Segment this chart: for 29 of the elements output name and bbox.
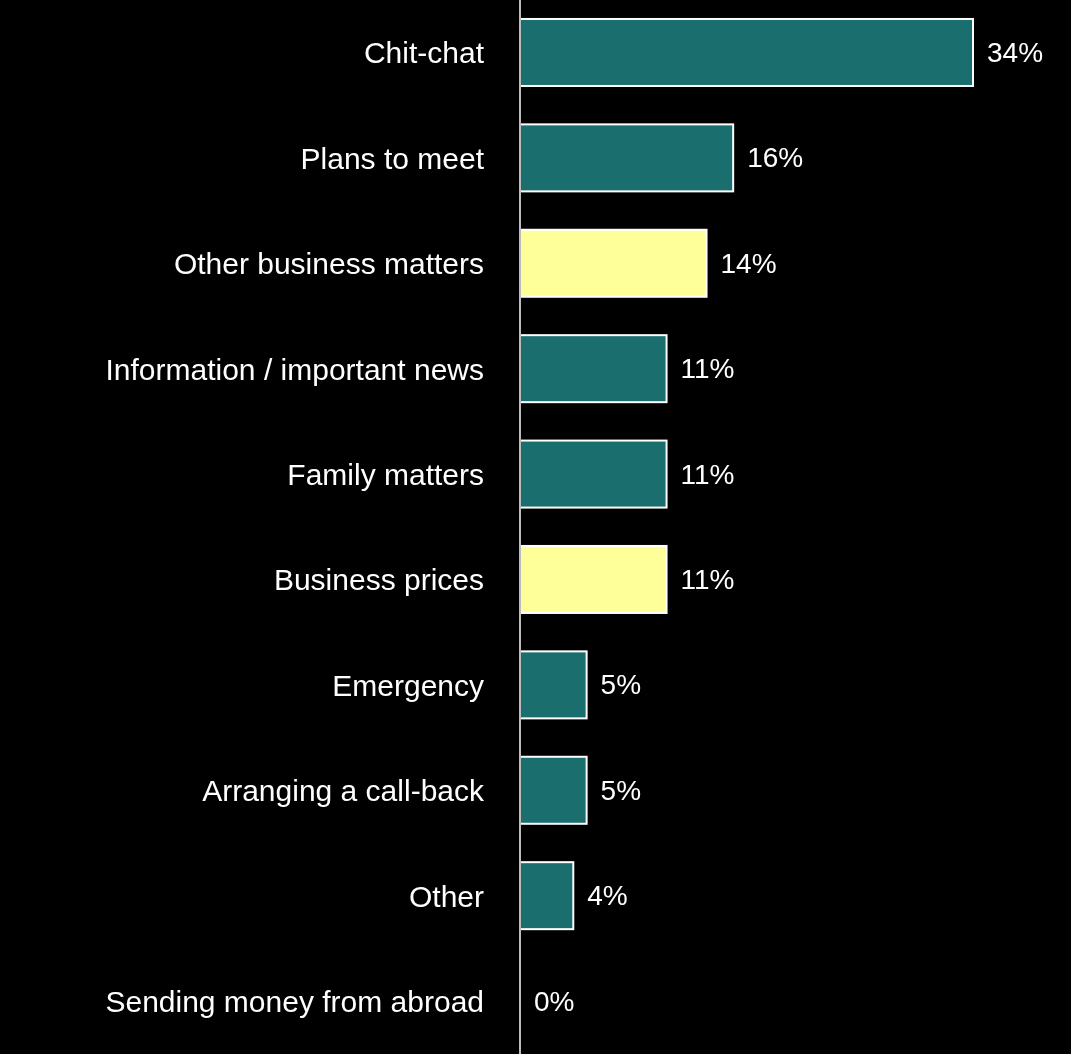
bar bbox=[519, 861, 575, 931]
data-label: 34% bbox=[987, 36, 1044, 68]
data-label: 0% bbox=[534, 985, 575, 1017]
y-tick-label: Family matters bbox=[287, 457, 484, 491]
y-tick-label: Emergency bbox=[332, 668, 484, 702]
bar bbox=[519, 544, 668, 614]
data-label: 16% bbox=[747, 142, 804, 174]
data-label: 5% bbox=[600, 774, 642, 806]
data-label: 11% bbox=[680, 458, 735, 490]
data-label: 5% bbox=[600, 669, 642, 701]
bar bbox=[519, 755, 588, 825]
y-tick-label: Other bbox=[408, 879, 485, 913]
bar bbox=[519, 228, 708, 298]
y-tick-label: Plans to meet bbox=[300, 141, 485, 175]
bar bbox=[519, 334, 668, 404]
bar bbox=[519, 17, 974, 87]
bar bbox=[519, 123, 735, 193]
data-label: 11% bbox=[680, 353, 735, 385]
data-label: 14% bbox=[720, 247, 777, 279]
y-tick-label: Arranging a call-back bbox=[202, 774, 485, 808]
y-tick-label: Chit-chat bbox=[363, 36, 485, 70]
y-tick-label: Business prices bbox=[273, 563, 484, 597]
bar bbox=[519, 650, 588, 720]
y-tick-label: Information / important news bbox=[105, 352, 484, 386]
y-tick-label: Other business matters bbox=[173, 247, 484, 281]
y-tick-label: Sending money from abroad bbox=[105, 984, 484, 1018]
data-label: 11% bbox=[680, 563, 735, 595]
data-label: 4% bbox=[587, 880, 628, 912]
bar bbox=[519, 439, 668, 509]
